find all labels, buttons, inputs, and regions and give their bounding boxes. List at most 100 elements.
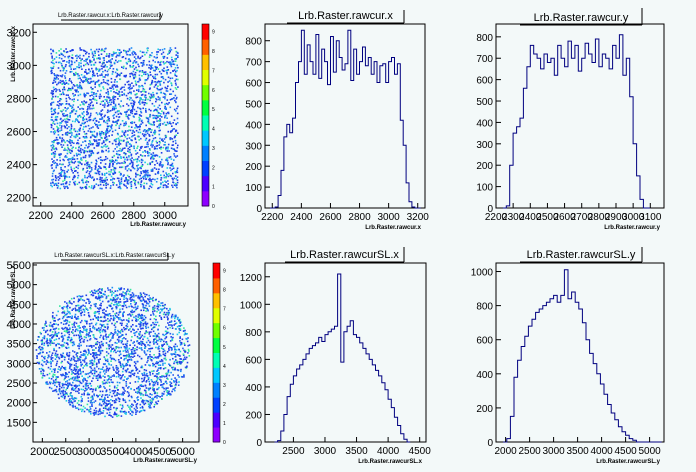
data-point — [91, 395, 94, 397]
data-point — [105, 351, 108, 353]
data-point — [143, 374, 146, 376]
data-point — [164, 62, 167, 64]
data-point — [176, 184, 178, 186]
data-point — [118, 180, 120, 182]
data-point — [123, 319, 125, 321]
data-point — [121, 294, 123, 297]
data-point — [166, 117, 168, 119]
data-point — [110, 81, 113, 83]
data-point — [87, 385, 89, 387]
data-point — [129, 129, 132, 132]
data-point — [62, 307, 64, 310]
data-point — [94, 61, 97, 64]
data-point — [165, 172, 167, 174]
data-point — [56, 360, 59, 363]
data-point — [163, 334, 165, 337]
data-point — [99, 124, 101, 127]
data-point — [73, 95, 75, 97]
data-point — [41, 364, 44, 367]
data-point — [154, 321, 157, 324]
data-point — [73, 135, 75, 138]
data-point — [77, 149, 80, 151]
data-point — [105, 297, 108, 299]
data-point — [91, 380, 93, 382]
data-point — [50, 131, 52, 133]
data-point — [111, 336, 114, 338]
data-point — [144, 150, 146, 152]
data-point — [148, 389, 150, 391]
y-tick-label: 600 — [245, 79, 262, 90]
data-point — [68, 59, 71, 62]
data-point — [113, 139, 116, 141]
data-point — [107, 68, 110, 71]
data-point — [145, 79, 148, 81]
title-box — [61, 251, 168, 260]
data-point — [176, 112, 179, 115]
data-point — [79, 381, 82, 384]
x-tick-label: 2200 — [485, 212, 508, 223]
data-point — [99, 118, 101, 120]
data-point — [120, 177, 123, 179]
data-point — [158, 354, 161, 357]
data-point — [164, 362, 166, 365]
data-point — [121, 322, 123, 325]
data-point — [125, 94, 128, 97]
data-point — [80, 371, 82, 373]
data-point — [161, 48, 164, 51]
data-point — [118, 49, 121, 51]
data-point — [166, 99, 169, 101]
data-point — [175, 379, 178, 381]
data-point — [146, 73, 149, 75]
data-point — [84, 154, 87, 157]
data-point — [147, 378, 150, 381]
data-point — [67, 339, 70, 341]
data-point — [136, 161, 138, 163]
data-point — [69, 152, 72, 154]
data-point — [127, 83, 130, 86]
data-point — [79, 127, 81, 130]
data-point — [108, 344, 111, 346]
data-point — [144, 174, 146, 176]
data-point — [143, 351, 146, 353]
data-point — [142, 63, 144, 65]
data-point — [131, 87, 133, 89]
data-point — [66, 336, 69, 339]
data-point — [106, 360, 109, 363]
data-point — [108, 345, 110, 348]
data-point — [93, 401, 95, 404]
data-point — [113, 400, 116, 402]
data-point — [53, 184, 56, 186]
data-point — [154, 356, 157, 359]
data-point — [50, 365, 52, 368]
data-point — [129, 181, 132, 184]
data-point — [156, 114, 159, 117]
data-point — [107, 116, 109, 118]
data-point — [173, 108, 176, 111]
data-point — [104, 406, 107, 409]
data-point — [149, 372, 151, 374]
data-point — [165, 176, 167, 179]
data-point — [65, 400, 68, 402]
data-point — [59, 79, 62, 82]
data-point — [126, 404, 129, 407]
data-point — [158, 360, 161, 363]
data-point — [60, 395, 63, 398]
data-point — [95, 370, 98, 373]
data-point — [163, 340, 165, 343]
data-point — [160, 152, 163, 154]
data-point — [57, 74, 60, 77]
data-point — [169, 326, 171, 329]
data-point — [140, 317, 142, 319]
data-point — [87, 387, 90, 389]
palette-label: 8 — [212, 49, 215, 55]
data-point — [68, 321, 71, 323]
data-point — [64, 301, 66, 303]
data-point — [167, 143, 170, 146]
data-point — [58, 57, 61, 59]
data-point — [95, 183, 98, 185]
data-point — [93, 98, 96, 101]
data-point — [118, 346, 120, 349]
data-point — [111, 134, 113, 136]
data-point — [52, 311, 54, 314]
data-point — [102, 335, 105, 338]
